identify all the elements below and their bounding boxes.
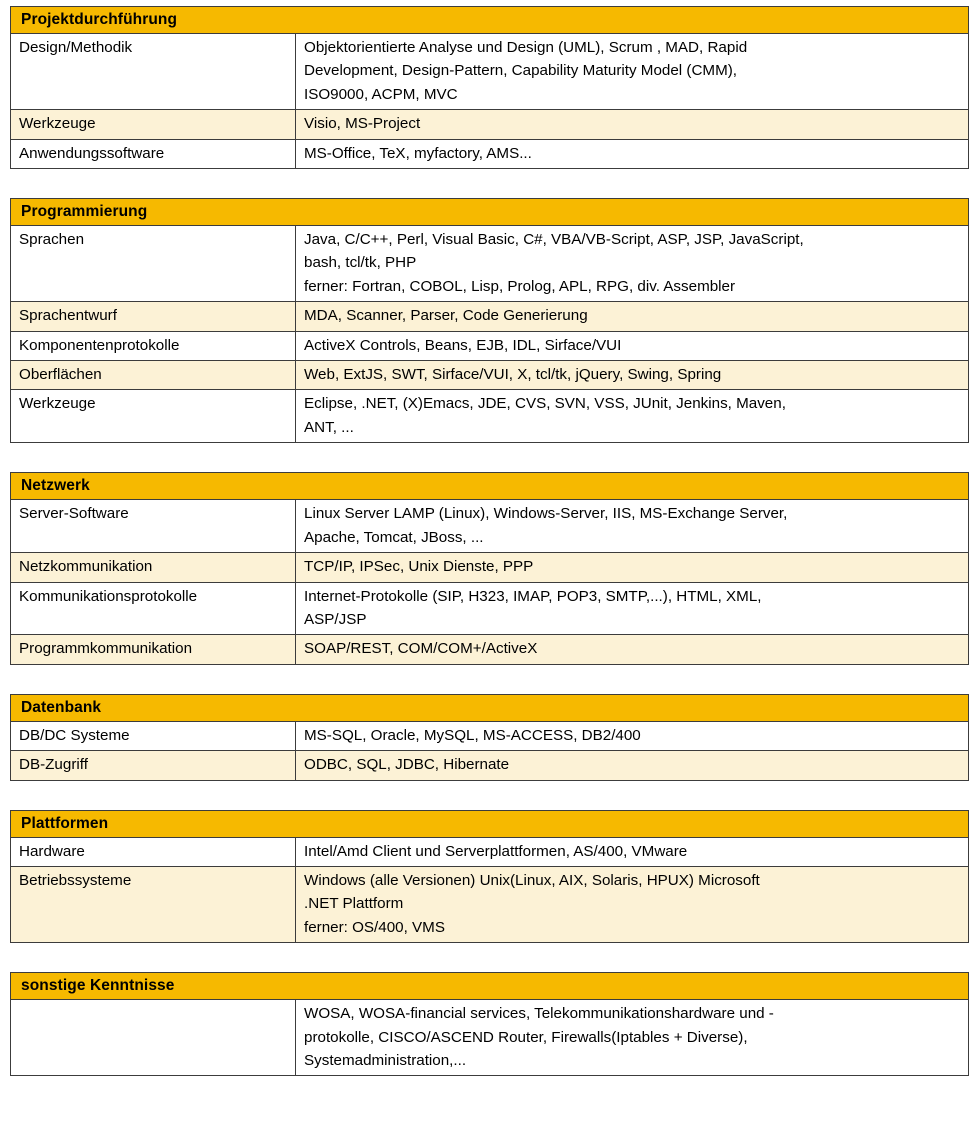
row-value-line: .NET Plattform <box>304 895 404 913</box>
section-title: sonstige Kenntnisse <box>10 972 969 1001</box>
table-row: Sprachentwurf MDA, Scanner, Parser, Code … <box>10 301 970 332</box>
row-value-line: MS-SQL, Oracle, MySQL, MS-ACCESS, DB2/40… <box>304 726 641 744</box>
row-label: Werkzeuge <box>10 109 296 140</box>
row-label: Sprachen <box>10 225 296 303</box>
row-value-line: Apache, Tomcat, JBoss, ... <box>304 528 484 546</box>
row-value: TCP/IP, IPSec, Unix Dienste, PPP <box>294 552 970 583</box>
row-value-line: Web, ExtJS, SWT, Sirface/VUI, X, tcl/tk,… <box>304 366 722 384</box>
row-value-line: ANT, ... <box>304 418 354 436</box>
row-value: Eclipse, .NET, (X)Emacs, JDE, CVS, SVN, … <box>294 389 970 444</box>
row-value-line: MS-Office, TeX, myfactory, AMS... <box>304 144 532 162</box>
skills-section-table: sonstige Kenntnisse WOSA, WOSA-financial … <box>10 972 969 1077</box>
row-label: Anwendungssoftware <box>10 138 296 170</box>
skills-section-table: Datenbank DB/DC Systeme MS-SQL, Oracle, My… <box>10 693 969 781</box>
row-label: DB-Zugriff <box>10 750 296 781</box>
row-value: SOAP/REST, COM/COM+/ActiveX <box>294 634 970 665</box>
row-label: DB/DC Systeme <box>10 720 296 752</box>
row-label: Server-Software <box>10 499 296 554</box>
row-value-line: ODBC, SQL, JDBC, Hibernate <box>304 756 510 774</box>
section-title: Netzwerk <box>9 472 970 501</box>
table-row: DB/DC Systeme MS-SQL, Oracle, MySQL, MS-A… <box>10 720 969 752</box>
row-value-line: Development, Design-Pattern, Capability … <box>304 62 737 80</box>
row-label: Hardware <box>10 836 296 867</box>
table-row: Design/Methodik Objektorientierte Analyse… <box>10 32 970 111</box>
row-value-line: MDA, Scanner, Parser, Code Generierung <box>304 307 588 325</box>
row-label: Netzkommunikation <box>10 552 296 583</box>
table-row: Programmkommunikation SOAP/REST, COM/COM+… <box>10 634 970 665</box>
table-row: Werkzeuge Eclipse, .NET, (X)Emacs, JDE, C… <box>10 389 970 444</box>
row-value: Java, C/C++, Perl, Visual Basic, C#, VBA… <box>294 225 970 303</box>
row-label: Kommunikationsprotokolle <box>10 581 296 636</box>
table-row: Anwendungssoftware MS-Office, TeX, myfact… <box>10 138 970 170</box>
section-title: Plattformen <box>9 809 970 838</box>
row-value-line: Java, C/C++, Perl, Visual Basic, C#, VBA… <box>304 231 804 249</box>
row-value-line: Visio, MS-Project <box>304 115 421 133</box>
row-value-line: Intel/Amd Client und Serverplattformen, … <box>304 842 688 860</box>
row-value-line: ferner: OS/400, VMS <box>304 918 445 936</box>
section-header-row: Netzwerk <box>9 472 970 501</box>
row-value-line: protokolle, CISCO/ASCEND Router, Firewal… <box>304 1028 748 1046</box>
section-header-row: Programmierung <box>9 198 970 227</box>
skills-section-table: Plattformen Hardware Intel/Amd Client und … <box>9 809 970 944</box>
section-header-row: Datenbank <box>10 693 969 722</box>
row-label: Werkzeuge <box>10 389 296 444</box>
row-value-line: Systemadministration,... <box>304 1051 467 1069</box>
row-value-line: bash, tcl/tk, PHP <box>304 254 417 272</box>
row-label: Oberflächen <box>10 360 296 391</box>
table-row: Sprachen Java, C/C++, Perl, Visual Basic,… <box>10 225 970 303</box>
row-value: WOSA, WOSA-financial services, Telekommu… <box>295 999 969 1077</box>
table-row: Oberflächen Web, ExtJS, SWT, Sirface/VUI,… <box>10 360 970 391</box>
table-row: Netzkommunikation TCP/IP, IPSec, Unix Die… <box>10 552 970 583</box>
section-header-row: Plattformen <box>9 809 970 838</box>
table-row: DB-Zugriff ODBC, SQL, JDBC, Hibernate <box>10 750 969 781</box>
row-value-line: Objektorientierte Analyse und Design (UM… <box>304 39 748 56</box>
row-label: Sprachentwurf <box>10 301 296 332</box>
table-row: Server-Software Linux Server LAMP (Linux)… <box>10 499 970 554</box>
table-row: Komponentenprotokolle ActiveX Controls, B… <box>10 330 970 362</box>
row-label: Komponentenprotokolle <box>10 330 296 362</box>
row-value: ActiveX Controls, Beans, EJB, IDL, Sirfa… <box>294 330 970 362</box>
row-value: Linux Server LAMP (Linux), Windows-Serve… <box>294 499 970 554</box>
row-label <box>10 999 296 1077</box>
row-value: Objektorientierte Analyse und Design (UM… <box>294 32 970 111</box>
row-value-line: TCP/IP, IPSec, Unix Dienste, PPP <box>304 558 534 576</box>
row-value: Visio, MS-Project <box>294 109 970 140</box>
skills-tables-container: Projektdurchführung Design/Methodik Objekt… <box>9 6 970 1077</box>
table-row: Hardware Intel/Amd Client und Serverplatt… <box>10 836 970 867</box>
table-row: Kommunikationsprotokolle Internet-Protoko… <box>10 581 970 636</box>
row-value-line: ISO9000, ACPM, MVC <box>304 85 458 103</box>
row-value-line: SOAP/REST, COM/COM+/ActiveX <box>304 640 538 658</box>
section-header-row: sonstige Kenntnisse <box>10 972 969 1001</box>
table-row: WOSA, WOSA-financial services, Telekommu… <box>10 999 969 1077</box>
section-title: Programmierung <box>9 198 970 227</box>
row-label: Design/Methodik <box>10 32 296 111</box>
row-value-line: Linux Server LAMP (Linux), Windows-Serve… <box>304 505 788 523</box>
row-value-line: ASP/JSP <box>304 610 367 628</box>
row-value: MS-SQL, Oracle, MySQL, MS-ACCESS, DB2/40… <box>295 720 969 752</box>
table-row: Werkzeuge Visio, MS-Project <box>10 109 970 140</box>
row-value: Intel/Amd Client und Serverplattformen, … <box>294 836 970 867</box>
row-value-line: Windows (alle Versionen) Unix(Linux, AIX… <box>304 871 760 889</box>
row-label: Programmkommunikation <box>10 634 296 665</box>
row-label: Betriebssysteme <box>10 865 296 944</box>
section-header-row: Projektdurchführung <box>9 6 970 34</box>
skills-section-table: Projektdurchführung Design/Methodik Objekt… <box>9 6 970 170</box>
skills-section-table: Netzwerk Server-Software Linux Server LAMP… <box>9 472 970 665</box>
row-value: MDA, Scanner, Parser, Code Generierung <box>294 301 970 332</box>
row-value-line: ferner: Fortran, COBOL, Lisp, Prolog, AP… <box>304 277 736 295</box>
row-value: Web, ExtJS, SWT, Sirface/VUI, X, tcl/tk,… <box>294 360 970 391</box>
section-title: Datenbank <box>10 693 969 722</box>
row-value: MS-Office, TeX, myfactory, AMS... <box>294 138 970 170</box>
skills-section-table: Programmierung Sprachen Java, C/C++, Perl,… <box>9 198 970 444</box>
row-value: Internet-Protokolle (SIP, H323, IMAP, PO… <box>294 581 970 636</box>
row-value-line: WOSA, WOSA-financial services, Telekommu… <box>304 1005 774 1023</box>
row-value-line: Internet-Protokolle (SIP, H323, IMAP, PO… <box>304 587 762 605</box>
table-row: Betriebssysteme Windows (alle Versionen) … <box>10 865 970 944</box>
row-value-line: Eclipse, .NET, (X)Emacs, JDE, CVS, SVN, … <box>304 395 786 413</box>
row-value: Windows (alle Versionen) Unix(Linux, AIX… <box>294 865 970 944</box>
row-value: ODBC, SQL, JDBC, Hibernate <box>295 750 969 781</box>
row-value-line: ActiveX Controls, Beans, EJB, IDL, Sirfa… <box>304 336 622 354</box>
section-title: Projektdurchführung <box>9 6 970 34</box>
